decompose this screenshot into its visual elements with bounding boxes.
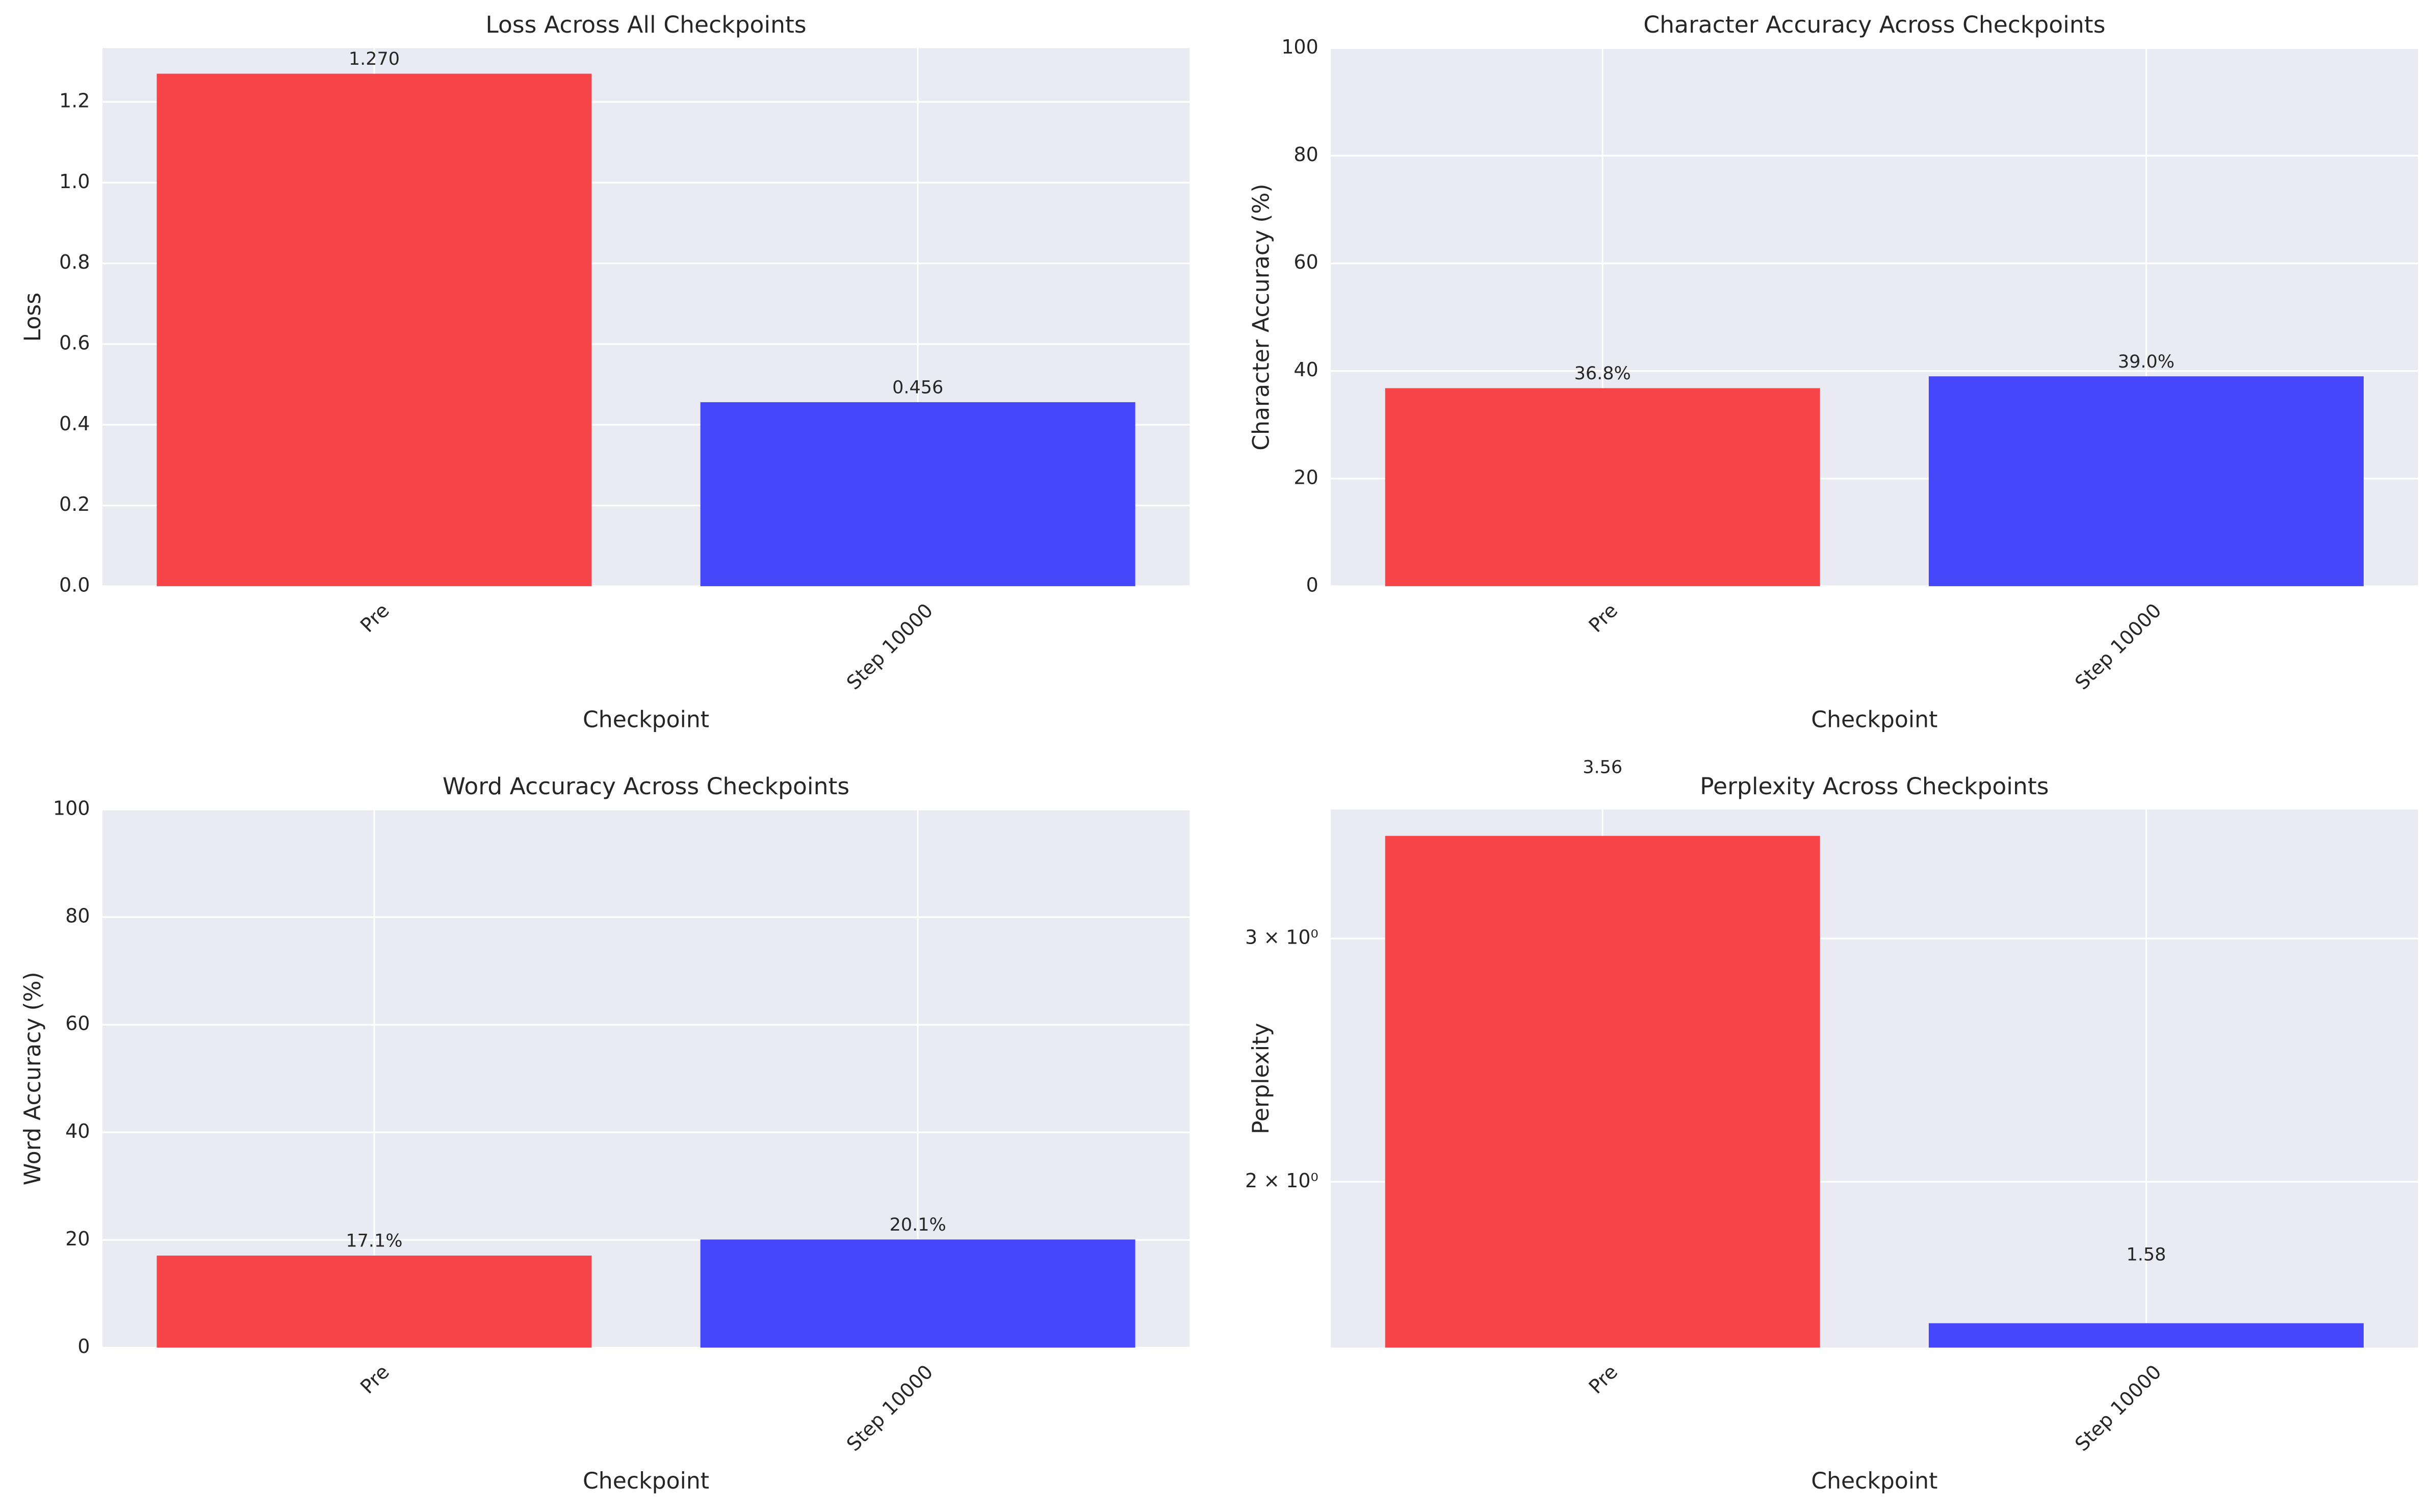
- y-tick-label: 0.0: [59, 573, 90, 596]
- value-label: 1.270: [349, 49, 400, 69]
- x-tick-label: Pre: [356, 599, 394, 637]
- y-tick-label: 0.8: [59, 251, 90, 273]
- y-tick-label: 0: [77, 1335, 90, 1358]
- y-tick-label: 1.2: [59, 89, 90, 112]
- value-label: 36.8%: [1574, 363, 1631, 384]
- x-tick-label: Step 10000: [842, 599, 937, 694]
- y-tick-label: 60: [1293, 251, 1318, 273]
- bar: [1385, 388, 1820, 586]
- x-tick-label: Pre: [356, 1361, 394, 1398]
- y-tick-label: 1.0: [59, 170, 90, 193]
- y-tick-label: 20: [65, 1228, 90, 1250]
- y-tick-label: 0.2: [59, 493, 90, 515]
- value-label: 0.456: [892, 378, 943, 398]
- x-axis-label: Checkpoint: [583, 1468, 709, 1494]
- x-axis-label: Checkpoint: [583, 707, 709, 733]
- bar: [157, 1256, 592, 1348]
- value-label: 39.0%: [2118, 352, 2175, 372]
- x-tick-label: Pre: [1584, 599, 1622, 637]
- chart-title: Perplexity Across Checkpoints: [1700, 773, 2049, 800]
- x-axis-label: Checkpoint: [1811, 1468, 1937, 1494]
- bar: [1928, 1323, 2364, 1348]
- y-tick-label: 0.6: [59, 331, 90, 354]
- y-axis-label: Word Accuracy (%): [20, 972, 46, 1185]
- y-tick-label: 3 × 10⁰: [1245, 926, 1318, 949]
- chart-title: Character Accuracy Across Checkpoints: [1643, 11, 2105, 38]
- value-label: 3.56: [1583, 757, 1622, 777]
- bar: [700, 1239, 1135, 1348]
- y-tick-label: 40: [65, 1120, 90, 1142]
- x-tick-label: Step 10000: [2071, 1361, 2165, 1455]
- y-axis-label: Perplexity: [1248, 1023, 1274, 1134]
- value-label: 1.58: [2127, 1244, 2166, 1265]
- value-label: 20.1%: [890, 1215, 946, 1235]
- x-axis-label: Checkpoint: [1811, 707, 1937, 733]
- y-axis-label: Character Accuracy (%): [1248, 184, 1274, 450]
- x-tick-label: Step 10000: [842, 1361, 937, 1455]
- chart-title: Loss Across All Checkpoints: [485, 11, 806, 38]
- y-tick-label: 2 × 10⁰: [1245, 1169, 1318, 1192]
- bar: [157, 73, 592, 586]
- x-tick-label: Step 10000: [2071, 599, 2165, 694]
- x-tick-label: Pre: [1584, 1361, 1622, 1398]
- y-tick-label: 80: [1293, 143, 1318, 166]
- bar: [700, 402, 1135, 586]
- y-tick-label: 60: [65, 1012, 90, 1035]
- bar: [1928, 376, 2364, 586]
- y-tick-label: 100: [1281, 36, 1318, 58]
- chart-title: Word Accuracy Across Checkpoints: [443, 773, 849, 800]
- y-tick-label: 20: [1293, 466, 1318, 488]
- y-tick-label: 0.4: [59, 412, 90, 435]
- y-tick-label: 100: [53, 797, 90, 819]
- y-tick-label: 40: [1293, 358, 1318, 381]
- value-label: 17.1%: [346, 1231, 402, 1252]
- y-tick-label: 0: [1306, 573, 1318, 596]
- y-tick-label: 80: [65, 905, 90, 927]
- bar: [1385, 836, 1820, 1348]
- y-axis-label: Loss: [20, 293, 46, 342]
